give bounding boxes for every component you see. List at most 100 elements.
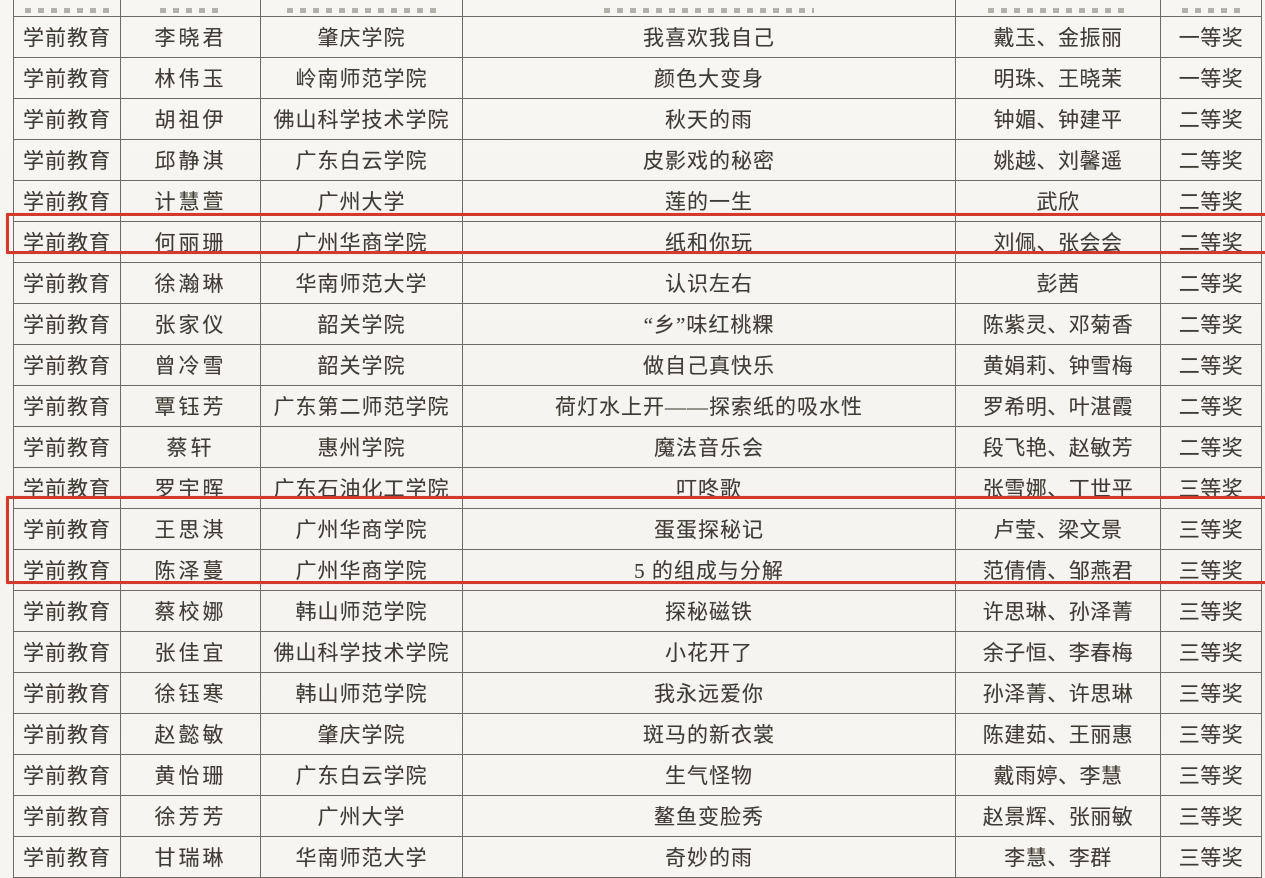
cell-institution: 佛山科学技术学院 xyxy=(261,99,463,139)
cell-institution: 广州大学 xyxy=(261,181,463,221)
cell-category: 学前教育 xyxy=(14,632,121,672)
cell-title: 蛋蛋探秘记 xyxy=(463,509,956,549)
cell-institution-fragment xyxy=(261,0,463,16)
cell-name: 张佳宜 xyxy=(121,632,261,672)
cell-award: 一等奖 xyxy=(1178,67,1244,91)
cell-category: 学前教育 xyxy=(14,304,121,344)
cell-award: 三等奖 xyxy=(1178,805,1244,829)
cell-award: 三等奖 xyxy=(1178,764,1244,788)
cell-name: 胡祖伊 xyxy=(121,99,261,139)
cell-category: 学前教育 xyxy=(14,222,121,262)
cell-institution: 惠州学院 xyxy=(261,427,463,467)
cell-title-fragment xyxy=(463,0,956,16)
cell-title: 探秘磁铁 xyxy=(463,591,956,631)
cell-title: 小花开了 xyxy=(463,632,956,672)
cell-institution: 韩山师范学院 xyxy=(261,673,463,713)
cell-award: 二等奖 xyxy=(1178,108,1244,132)
table-row: 学前教育 计慧萱 广州大学 莲的一生 武欣 二等奖 xyxy=(14,181,1261,222)
cropped-text-fragment xyxy=(1182,8,1240,13)
cell-category: 学前教育 xyxy=(14,140,121,180)
cell-award-fragment xyxy=(1161,0,1261,16)
cell-name: 邱静淇 xyxy=(121,140,261,180)
cell-category: 学前教育 xyxy=(14,181,121,221)
cell-title: 奇妙的雨 xyxy=(463,837,956,877)
cell-institution: 广东白云学院 xyxy=(261,755,463,795)
cell-title: 5 的组成与分解 xyxy=(463,550,956,590)
table-row: 学前教育 张家仪 韶关学院 “乡”味红桃粿 陈紫灵、邓菊香 二等奖 xyxy=(14,304,1261,345)
table-row: 学前教育 黄怡珊 广东白云学院 生气怪物 戴雨婷、李慧 三等奖 xyxy=(14,755,1261,796)
cell-award: 三等奖 xyxy=(1178,518,1244,542)
cropped-text-fragment xyxy=(159,8,222,13)
cell-title: 认识左右 xyxy=(463,263,956,303)
cell-name-fragment xyxy=(121,0,261,16)
cell-name: 曾冷雪 xyxy=(121,345,261,385)
cell-name: 何丽珊 xyxy=(121,222,261,262)
table-row: 学前教育 曾冷雪 韶关学院 做自己真快乐 黄娟莉、钟雪梅 二等奖 xyxy=(14,345,1261,386)
cell-institution: 佛山科学技术学院 xyxy=(261,632,463,672)
cell-title: 莲的一生 xyxy=(463,181,956,221)
table-row: 学前教育 胡祖伊 佛山科学技术学院 秋天的雨 钟媚、钟建平 二等奖 xyxy=(14,99,1261,140)
cell-name: 蔡校娜 xyxy=(121,591,261,631)
cell-category: 学前教育 xyxy=(14,386,121,426)
cell-name: 黄怡珊 xyxy=(121,755,261,795)
cell-category: 学前教育 xyxy=(14,673,121,713)
cell-institution: 华南师范大学 xyxy=(261,263,463,303)
cell-title: 我永远爱你 xyxy=(463,673,956,713)
table-row: 学前教育 蔡轩 惠州学院 魔法音乐会 段飞艳、赵敏芳 二等奖 xyxy=(14,427,1261,468)
cell-institution: 广东白云学院 xyxy=(261,140,463,180)
cell-name: 徐钰寒 xyxy=(121,673,261,713)
cell-award: 二等奖 xyxy=(1178,190,1244,214)
cell-title: 荷灯水上开——探索纸的吸水性 xyxy=(463,386,956,426)
table-body: 学前教育 李晓君 肇庆学院 我喜欢我自己 戴玉、金振丽 一等奖 学前教育 林伟玉… xyxy=(14,17,1261,878)
cell-name: 甘瑞琳 xyxy=(121,837,261,877)
cell-name: 罗宇晖 xyxy=(121,468,261,508)
table-row: 学前教育 张佳宜 佛山科学技术学院 小花开了 余子恒、李春梅 三等奖 xyxy=(14,632,1261,673)
cell-name: 陈泽蔓 xyxy=(121,550,261,590)
cell-category: 学前教育 xyxy=(14,550,121,590)
cell-advisors: 罗希明、叶湛霞 xyxy=(956,386,1161,426)
cell-award: 三等奖 xyxy=(1178,846,1244,870)
cell-advisors: 李慧、李群 xyxy=(956,837,1161,877)
cell-institution: 韶关学院 xyxy=(261,345,463,385)
cell-advisors: 姚越、刘馨遥 xyxy=(956,140,1161,180)
cell-award: 二等奖 xyxy=(1178,231,1244,255)
cell-institution: 肇庆学院 xyxy=(261,714,463,754)
cell-award: 三等奖 xyxy=(1178,600,1244,624)
table-row-highlighted: 学前教育 王思淇 广州华商学院 蛋蛋探秘记 卢莹、梁文景 三等奖 xyxy=(14,509,1261,550)
cell-advisors: 彭茜 xyxy=(956,263,1161,303)
cell-advisors: 钟媚、钟建平 xyxy=(956,99,1161,139)
cell-award: 二等奖 xyxy=(1178,272,1244,296)
cell-advisors: 段飞艳、赵敏芳 xyxy=(956,427,1161,467)
cell-award: 二等奖 xyxy=(1178,354,1244,378)
cell-award: 一等奖 xyxy=(1178,26,1244,50)
table-row-cropped xyxy=(14,0,1261,17)
cell-name: 徐芳芳 xyxy=(121,796,261,836)
cell-title: 斑马的新衣裳 xyxy=(463,714,956,754)
cell-advisors: 许思琳、孙泽菁 xyxy=(956,591,1161,631)
cell-name: 张家仪 xyxy=(121,304,261,344)
table-row: 学前教育 罗宇晖 广东石油化工学院 叮咚歌 张雪娜、丁世平 三等奖 xyxy=(14,468,1261,509)
cell-title: 颜色大变身 xyxy=(463,58,956,98)
cell-category: 学前教育 xyxy=(14,796,121,836)
cell-title: 皮影戏的秘密 xyxy=(463,140,956,180)
cell-advisors: 明珠、王晓茉 xyxy=(956,58,1161,98)
table-row: 学前教育 李晓君 肇庆学院 我喜欢我自己 戴玉、金振丽 一等奖 xyxy=(14,17,1261,58)
cell-category: 学前教育 xyxy=(14,837,121,877)
table-row: 学前教育 徐钰寒 韩山师范学院 我永远爱你 孙泽菁、许思琳 三等奖 xyxy=(14,673,1261,714)
cell-advisors: 范倩倩、邹燕君 xyxy=(956,550,1161,590)
cell-category: 学前教育 xyxy=(14,714,121,754)
table-row: 学前教育 赵懿敏 肇庆学院 斑马的新衣裳 陈建茹、王丽惠 三等奖 xyxy=(14,714,1261,755)
cell-advisors: 黄娟莉、钟雪梅 xyxy=(956,345,1161,385)
cell-institution: 韶关学院 xyxy=(261,304,463,344)
cell-name: 王思淇 xyxy=(121,509,261,549)
cell-title: 魔法音乐会 xyxy=(463,427,956,467)
cropped-text-fragment xyxy=(286,8,437,13)
table-row: 学前教育 徐芳芳 广州大学 鳌鱼变脸秀 赵景辉、张丽敏 三等奖 xyxy=(14,796,1261,837)
cropped-text-fragment xyxy=(988,8,1128,13)
cell-award: 三等奖 xyxy=(1178,682,1244,706)
cell-name: 林伟玉 xyxy=(121,58,261,98)
cell-advisors: 卢莹、梁文景 xyxy=(956,509,1161,549)
cell-institution: 岭南师范学院 xyxy=(261,58,463,98)
cell-name: 蔡轩 xyxy=(121,427,261,467)
